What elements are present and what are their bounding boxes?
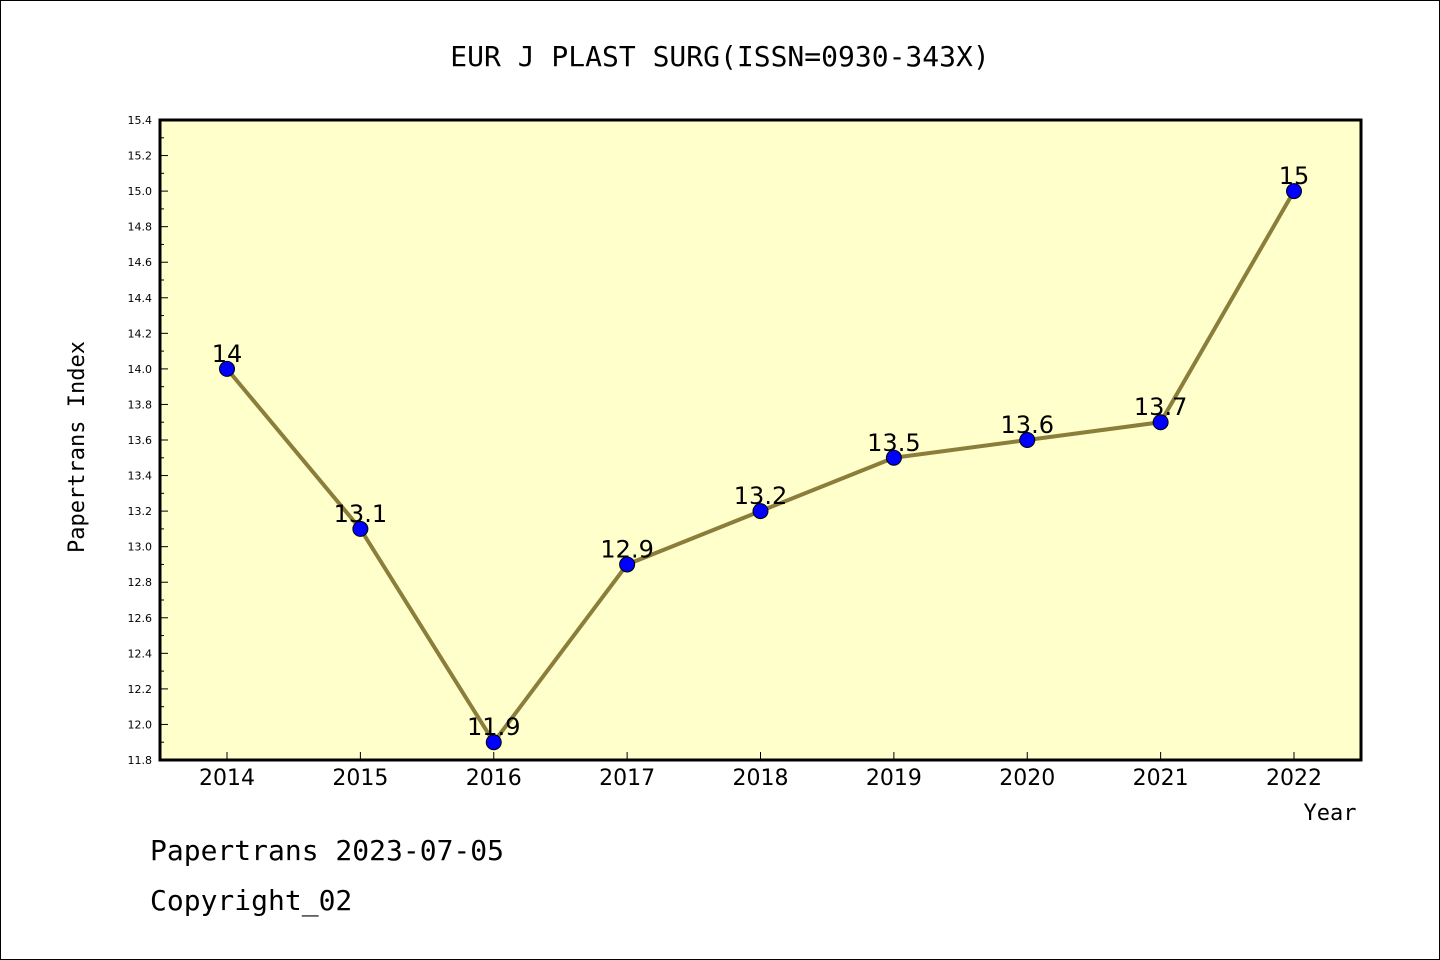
y-tick-label: 11.8 <box>128 754 153 767</box>
data-point <box>752 503 769 520</box>
data-point <box>1019 432 1036 448</box>
y-tick-label: 14.2 <box>128 327 153 340</box>
x-axis-label: Year <box>1304 801 1357 826</box>
y-tick-label: 12.4 <box>128 647 153 660</box>
y-tick-label: 12.2 <box>128 683 153 696</box>
data-labels: 14 13.1 11.9 12.9 13.2 13.5 13.6 13.7 15 <box>212 162 1310 741</box>
footer-copyright: Copyright_02 <box>150 884 353 917</box>
y-tick-label: 14.8 <box>128 221 153 234</box>
data-label: 13.2 <box>734 482 787 510</box>
data-point <box>485 734 502 751</box>
data-label: 13.5 <box>867 429 920 457</box>
x-tick-label: 2019 <box>866 766 922 791</box>
x-tick-label: 2022 <box>1266 766 1322 791</box>
data-point <box>885 449 902 466</box>
data-point <box>352 520 369 537</box>
data-label: 13.7 <box>1134 393 1187 421</box>
x-tick-label: 2017 <box>599 766 655 791</box>
data-point <box>619 556 636 573</box>
plot-border <box>158 118 1363 762</box>
chart-title: EUR J PLAST SURG(ISSN=0930-343X) <box>450 40 989 73</box>
x-tick-label: 2015 <box>332 766 388 791</box>
y-axis-label: Papertrans Index <box>65 341 90 553</box>
y-tick-label: 13.0 <box>128 541 153 554</box>
data-point <box>1152 414 1169 431</box>
footer-date: Papertrans 2023-07-05 <box>150 834 505 867</box>
y-tick-label: 14.6 <box>128 256 153 269</box>
y-tick-label: 12.6 <box>128 612 153 625</box>
y-tick-label: 15.2 <box>128 150 153 163</box>
y-tick-label: 14.4 <box>128 292 153 305</box>
data-label: 13.6 <box>1001 411 1054 439</box>
data-label: 12.9 <box>600 535 653 563</box>
y-tick-label: 13.4 <box>128 470 153 483</box>
data-point <box>219 360 235 377</box>
x-tick-label: 2021 <box>1133 766 1189 791</box>
x-axis: 2014 2015 2016 2017 2018 2019 2020 2021 2022 <box>199 752 1322 791</box>
y-tick-label: 12.8 <box>128 576 153 589</box>
y-tick-label: 13.6 <box>128 434 153 447</box>
data-point <box>1286 183 1302 200</box>
data-label: 14 <box>212 340 243 368</box>
data-label: 13.1 <box>334 500 387 528</box>
x-tick-label: 2014 <box>199 766 255 791</box>
y-tick-label: 13.2 <box>128 505 153 518</box>
data-label: 11.9 <box>467 713 520 741</box>
y-tick-label: 15.0 <box>128 185 153 198</box>
x-tick-label: 2018 <box>733 766 789 791</box>
y-tick-label: 13.8 <box>128 398 153 411</box>
data-label: 15 <box>1279 162 1310 190</box>
x-tick-label: 2016 <box>466 766 522 791</box>
y-tick-label: 15.4 <box>128 114 153 127</box>
x-tick-label: 2020 <box>999 766 1055 791</box>
y-tick-label: 12.0 <box>128 718 153 731</box>
data-points <box>219 183 1302 751</box>
plot-area <box>160 120 1361 760</box>
y-tick-label: 14.0 <box>128 363 153 376</box>
